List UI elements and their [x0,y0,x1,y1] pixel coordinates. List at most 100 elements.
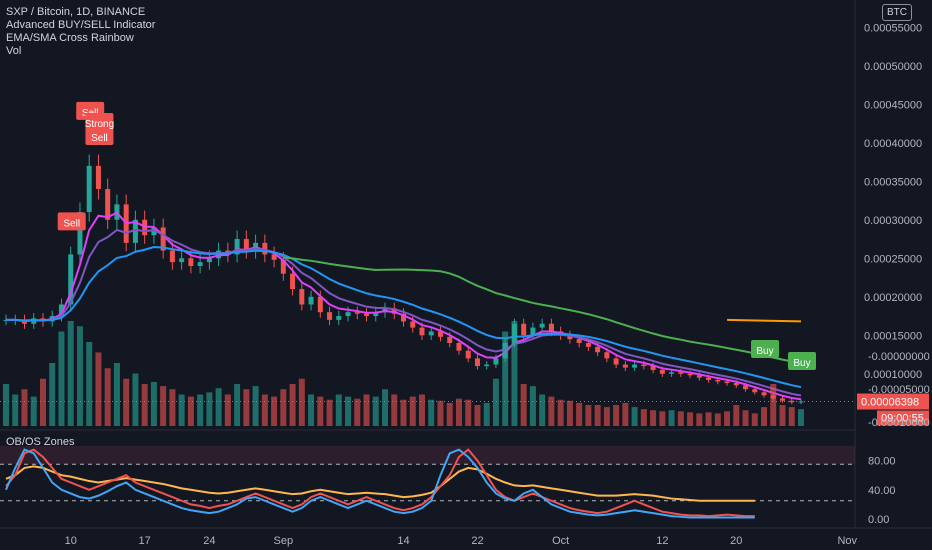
volume-bar [788,407,795,426]
candle-body [197,262,203,266]
time-axis-label: 14 [397,535,409,547]
candle-body [354,312,360,314]
candle-body [299,289,305,305]
candle-body [632,364,638,368]
chart-legend: SXP / Bitcoin, 1D, BINANCE Advanced BUY/… [6,6,155,58]
volume-bar [400,399,407,426]
volume-bar [261,394,268,426]
volume-axis-label: -0.00005000 [868,384,930,396]
signal-sell-label: Strong Sell [85,112,114,145]
currency-badge[interactable]: BTC [882,4,912,21]
volume-bar [76,326,83,426]
volume-bar [529,386,536,426]
volume-bar [289,384,296,426]
volume-bar [502,331,509,426]
volume-bar [363,394,370,426]
candle-body [169,250,175,263]
volume-bar [335,394,342,426]
volume-bar [465,399,472,426]
candle-body [447,336,453,343]
volume-bar [511,321,518,426]
volume-bar [215,388,222,426]
indicator-ema-sma[interactable]: EMA/SMA Cross Rainbow [6,32,134,44]
volume-bar [271,396,278,426]
candle-body [456,342,462,351]
indicator-volume[interactable]: Vol [6,45,22,57]
volume-bar [178,394,185,426]
volume-bar [197,394,204,426]
volume-bar [224,394,231,426]
volume-axis-label: -0.00000000 [868,351,930,363]
candles [3,154,804,405]
volume-bar [446,402,453,426]
signal-buy-label: Buy [788,352,816,370]
time-axis-label: 20 [730,535,742,547]
volume-bar [67,321,74,426]
candle-body [95,165,101,189]
candle-body [262,242,268,255]
signal-text: Sell [91,133,108,144]
time-axis-label: 12 [656,535,668,547]
candle-body [474,358,480,367]
volume-bar [650,410,657,426]
candle-body [567,335,573,340]
candle-body [761,392,767,396]
time-axis-label: Sep [274,535,294,547]
signal-text: Buy [756,346,773,357]
signal-text: Strong [85,119,114,130]
price-axis-label: 0.00015000 [864,330,922,342]
volume-bar [280,389,287,426]
volume-bar [187,396,194,426]
candle-body [336,316,342,320]
candle-body [410,321,416,328]
price-axis-label: 0.00030000 [864,215,922,227]
candle-body [724,381,730,384]
volume-bar [243,389,250,426]
candle-body [68,254,74,305]
candle-body [188,258,194,266]
oscillator-axis-label: 40.00 [868,485,896,497]
volume-bar [668,410,675,426]
volume-bar [345,396,352,426]
volume-bar [705,412,712,426]
volume-bar [39,378,46,426]
oscillator-title: OB/OS Zones [6,436,75,448]
candle-body [105,188,111,220]
volume-bar [724,411,731,426]
candle-body [132,219,138,243]
candle-body [641,364,647,367]
candle-body [576,339,582,343]
volume-bar [113,363,120,426]
signal-sell-label: Sell [57,212,86,231]
signal-box [57,212,86,231]
volume-bar [409,396,416,426]
time-axis-label: Oct [552,535,569,547]
volume-axis-label: -0.00010000 [868,417,930,429]
candle-body [659,369,665,374]
volume-bar [585,405,592,426]
volume-bar [594,405,601,426]
volume-bar [613,405,620,426]
price-axis-label: 0.00010000 [864,369,922,381]
price-axis-label: 0.00045000 [864,99,922,111]
indicator-buy-sell[interactable]: Advanced BUY/SELL Indicator [6,19,156,31]
overbought-zone [0,446,855,465]
volume-bar [576,402,583,426]
time-axis-label: 22 [471,535,483,547]
candle-body [687,373,693,376]
volume-bar [234,384,241,426]
price-axis-label: 0.00035000 [864,176,922,188]
candle-body [696,375,702,378]
volume-bar [104,368,111,426]
candle-body [604,352,610,359]
volume-bar [677,411,684,426]
price-axis-label: 0.00025000 [864,253,922,265]
volume-bar [317,396,324,426]
volume-bar [30,396,37,426]
candle-body [752,389,758,393]
volume-bars [3,321,804,426]
volume-bar [150,381,157,426]
candle-body [595,346,601,353]
candle-body [733,383,739,386]
